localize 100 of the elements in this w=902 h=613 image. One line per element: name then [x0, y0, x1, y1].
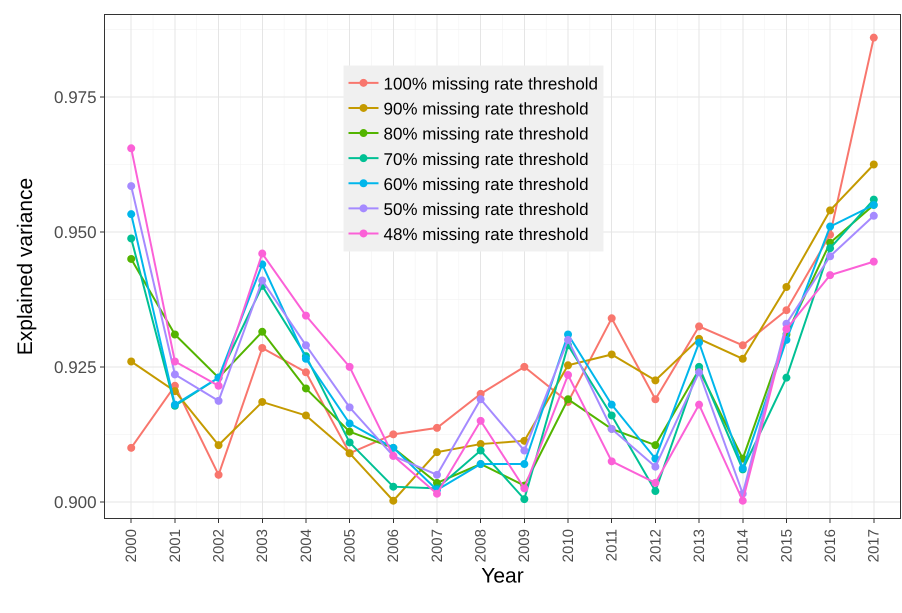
point: [214, 382, 223, 390]
point: [302, 341, 310, 350]
point: [389, 430, 398, 438]
point: [127, 182, 136, 190]
x-tick-label: 2015: [778, 529, 796, 562]
point: [695, 368, 704, 376]
point: [870, 160, 878, 168]
x-tick-label: 2014: [734, 529, 752, 562]
point: [432, 470, 441, 479]
point: [651, 395, 660, 404]
point: [258, 344, 266, 352]
point: [826, 222, 834, 231]
point: [302, 312, 310, 320]
y-tick-label: 0.975: [54, 88, 97, 107]
point: [651, 441, 660, 450]
point: [432, 448, 441, 456]
point: [738, 496, 747, 505]
point: [782, 306, 790, 314]
point: [258, 398, 266, 406]
point: [127, 144, 136, 152]
point: [782, 325, 790, 334]
point: [389, 482, 398, 491]
legend-label: 48% missing rate threshold: [384, 225, 589, 244]
point: [651, 462, 660, 471]
x-tick-label: 2016: [822, 529, 839, 562]
point: [258, 276, 266, 285]
point: [608, 350, 616, 358]
point: [870, 258, 878, 266]
x-tick-label: 2004: [298, 529, 315, 562]
point: [302, 384, 310, 392]
point: [826, 252, 834, 260]
point: [389, 496, 398, 505]
point: [695, 338, 704, 347]
y-tick-label: 0.950: [54, 222, 97, 242]
point: [520, 495, 528, 504]
point: [651, 376, 660, 384]
legend-label: 80% missing rate threshold: [384, 124, 589, 144]
point: [346, 362, 354, 371]
point: [302, 411, 310, 420]
y-tick-label: 0.900: [54, 492, 97, 512]
point: [564, 361, 572, 370]
point: [738, 341, 747, 350]
x-tick-label: 2013: [690, 529, 708, 562]
point: [564, 336, 572, 344]
point: [127, 254, 136, 263]
point: [564, 370, 572, 379]
y-tick-label: 0.925: [54, 358, 97, 377]
point: [258, 328, 266, 336]
point: [476, 446, 485, 455]
legend-label: 90% missing rate threshold: [384, 100, 589, 119]
point: [826, 271, 834, 280]
point: [346, 428, 354, 436]
point: [302, 368, 310, 376]
point: [826, 206, 834, 214]
legend-label: 70% missing rate threshold: [384, 150, 589, 169]
point: [564, 395, 572, 404]
x-tick-label: 2007: [428, 529, 446, 562]
point: [738, 354, 747, 363]
x-tick-label: 2010: [560, 529, 577, 562]
x-tick-label: 2003: [254, 529, 272, 562]
point: [651, 478, 660, 487]
x-tick-label: 2008: [472, 529, 490, 562]
point: [127, 357, 136, 366]
point: [432, 424, 441, 432]
point: [214, 441, 223, 450]
legend-label: 100% missing rate threshold: [384, 74, 598, 94]
point: [608, 411, 616, 420]
point: [695, 322, 704, 330]
point: [782, 374, 790, 382]
x-tick-label: 2006: [385, 529, 402, 562]
point: [170, 357, 179, 366]
point: [870, 212, 878, 220]
point: [258, 250, 266, 258]
point: [432, 490, 441, 498]
point: [302, 354, 310, 363]
x-tick-label: 2002: [210, 529, 228, 562]
point: [127, 234, 136, 242]
point: [127, 444, 136, 452]
x-tick-label: 2000: [123, 529, 140, 562]
point: [127, 210, 136, 218]
point: [608, 314, 616, 322]
x-tick-label: 2011: [604, 529, 621, 562]
x-tick-label: 2005: [341, 529, 358, 562]
legend-label: 60% missing rate threshold: [384, 174, 589, 194]
point: [608, 457, 616, 466]
point: [651, 487, 660, 496]
x-tick-label: 2009: [516, 529, 534, 562]
point: [826, 244, 834, 252]
point: [520, 446, 528, 455]
point: [476, 395, 485, 404]
point: [170, 370, 179, 378]
x-axis-title: Year: [481, 564, 524, 588]
point: [520, 460, 528, 468]
point: [608, 400, 616, 409]
point: [476, 416, 485, 425]
point: [346, 438, 354, 446]
point: [214, 396, 223, 405]
point: [346, 420, 354, 428]
x-tick-label: 2017: [866, 529, 883, 562]
x-tick-label: 2001: [166, 529, 184, 562]
